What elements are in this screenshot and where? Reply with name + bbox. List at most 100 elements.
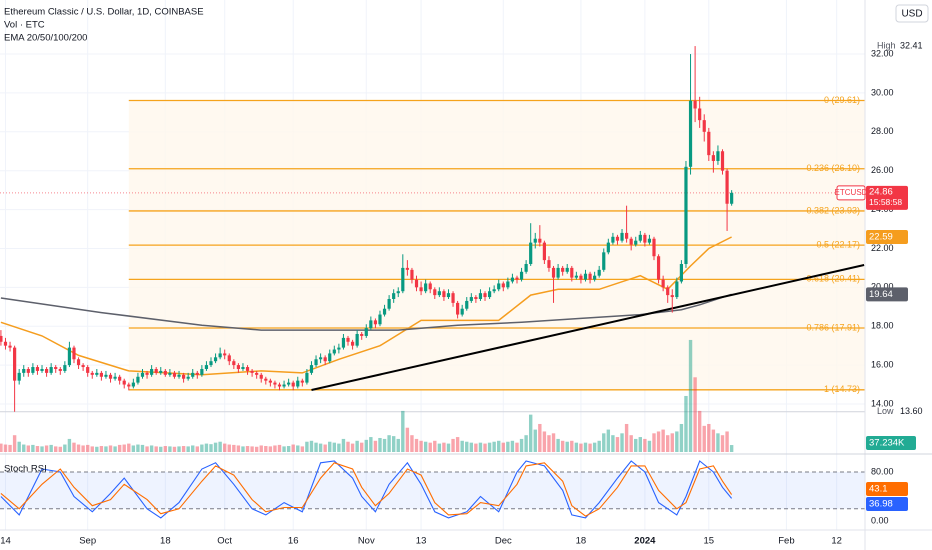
candle-body	[474, 297, 478, 300]
currency-button[interactable]	[895, 4, 929, 23]
volume-bar	[177, 446, 181, 452]
volume-bar	[122, 444, 126, 452]
volume-bar	[254, 446, 259, 452]
volume-bar	[136, 444, 140, 452]
candle-body	[81, 365, 85, 368]
volume-bar	[127, 443, 131, 452]
volume-bar	[702, 425, 706, 452]
candle-body	[341, 337, 346, 348]
volume-bar	[602, 433, 606, 452]
candle-body	[698, 108, 702, 121]
volume-bar	[195, 446, 199, 452]
last-price: 24.86	[869, 186, 893, 197]
volume-bar	[433, 440, 437, 452]
candle-body	[620, 232, 624, 241]
candle-body	[684, 166, 688, 265]
fib-label: 0.236 (26.10)	[806, 163, 860, 173]
candle-body	[556, 267, 560, 278]
candle-body	[661, 279, 665, 288]
symbol: ETCUSD	[835, 188, 868, 197]
volume-bar	[67, 438, 72, 452]
candle-body	[145, 372, 149, 375]
volume-bar	[305, 441, 309, 452]
volume-bar	[579, 443, 583, 452]
volume-bar	[624, 423, 629, 452]
volume-bar	[519, 438, 524, 452]
volume-bar	[492, 441, 496, 452]
candle-body	[13, 347, 17, 381]
y-tick-label: 32.00	[871, 48, 894, 58]
candle-body	[570, 267, 574, 278]
candle-body	[378, 314, 382, 325]
candle-body	[387, 299, 391, 309]
candle-body	[172, 372, 177, 377]
candle-body	[666, 287, 670, 296]
candle-body	[90, 372, 94, 375]
volume-bar	[296, 445, 300, 452]
volume-bar	[711, 429, 716, 452]
candle-body	[63, 365, 67, 371]
candle-body	[606, 242, 610, 253]
candle-body	[433, 289, 437, 296]
volume-bar	[145, 446, 149, 452]
volume-bar	[108, 445, 113, 452]
candle-body	[282, 384, 286, 387]
volume-bar	[620, 433, 624, 452]
currency[interactable]: USD	[901, 9, 922, 20]
volume-bar	[309, 440, 314, 452]
candle-body	[54, 367, 58, 369]
volume-bar	[615, 437, 620, 452]
candle-body	[309, 365, 314, 373]
volume-bar	[328, 441, 332, 452]
fib-label: 0.5 (22.17)	[816, 240, 860, 250]
volume-bar	[264, 446, 268, 452]
volume-bar	[168, 446, 172, 452]
candle-body	[337, 347, 341, 350]
volume-bar	[259, 445, 263, 452]
volume-bar	[346, 441, 350, 452]
volume-bar	[396, 438, 400, 452]
candle-body	[638, 234, 642, 241]
volume-bar	[72, 442, 76, 452]
volume-bar	[17, 441, 21, 452]
candle-body	[177, 374, 181, 377]
volume-bar	[236, 445, 241, 452]
ema-line	[0, 293, 732, 331]
candle-body	[140, 372, 145, 377]
candle-body	[204, 365, 209, 369]
volume-bar	[154, 446, 158, 452]
volume-bar	[483, 443, 487, 452]
candle-body	[414, 279, 419, 288]
candle-body	[154, 368, 158, 373]
chart-title: Ethereum Classic / U.S. Dollar, 1D, COIN…	[4, 7, 204, 18]
candle-body	[264, 378, 268, 381]
candle-body	[624, 232, 629, 239]
volume-bar	[314, 442, 318, 452]
ema-tag-box	[866, 229, 908, 244]
volume-bar	[117, 444, 122, 452]
high-value: 32.41	[900, 40, 923, 50]
volume-bar	[524, 435, 528, 452]
volume-bar	[218, 441, 222, 452]
y-tick-label: 20.00	[871, 282, 894, 292]
candle-body	[497, 283, 501, 290]
volume-bar	[556, 438, 560, 452]
volume-bar	[547, 435, 551, 452]
candle-body	[277, 384, 282, 387]
candle-body	[44, 368, 49, 373]
volume-bar	[318, 443, 323, 452]
volume-bar	[245, 446, 250, 452]
candle-body	[675, 281, 679, 298]
fib-label: 0.618 (20.41)	[806, 274, 860, 284]
volume-bar	[588, 443, 592, 452]
candle-body	[647, 238, 652, 243]
candle-body	[515, 277, 519, 280]
x-tick-label: 2024	[634, 536, 656, 547]
candle-body	[593, 275, 597, 280]
x-tick-label: 13	[416, 536, 427, 547]
candle-body	[113, 376, 117, 379]
y-tick-label: 30.00	[871, 87, 894, 97]
candle-body	[168, 372, 172, 375]
candle-body	[524, 264, 528, 272]
